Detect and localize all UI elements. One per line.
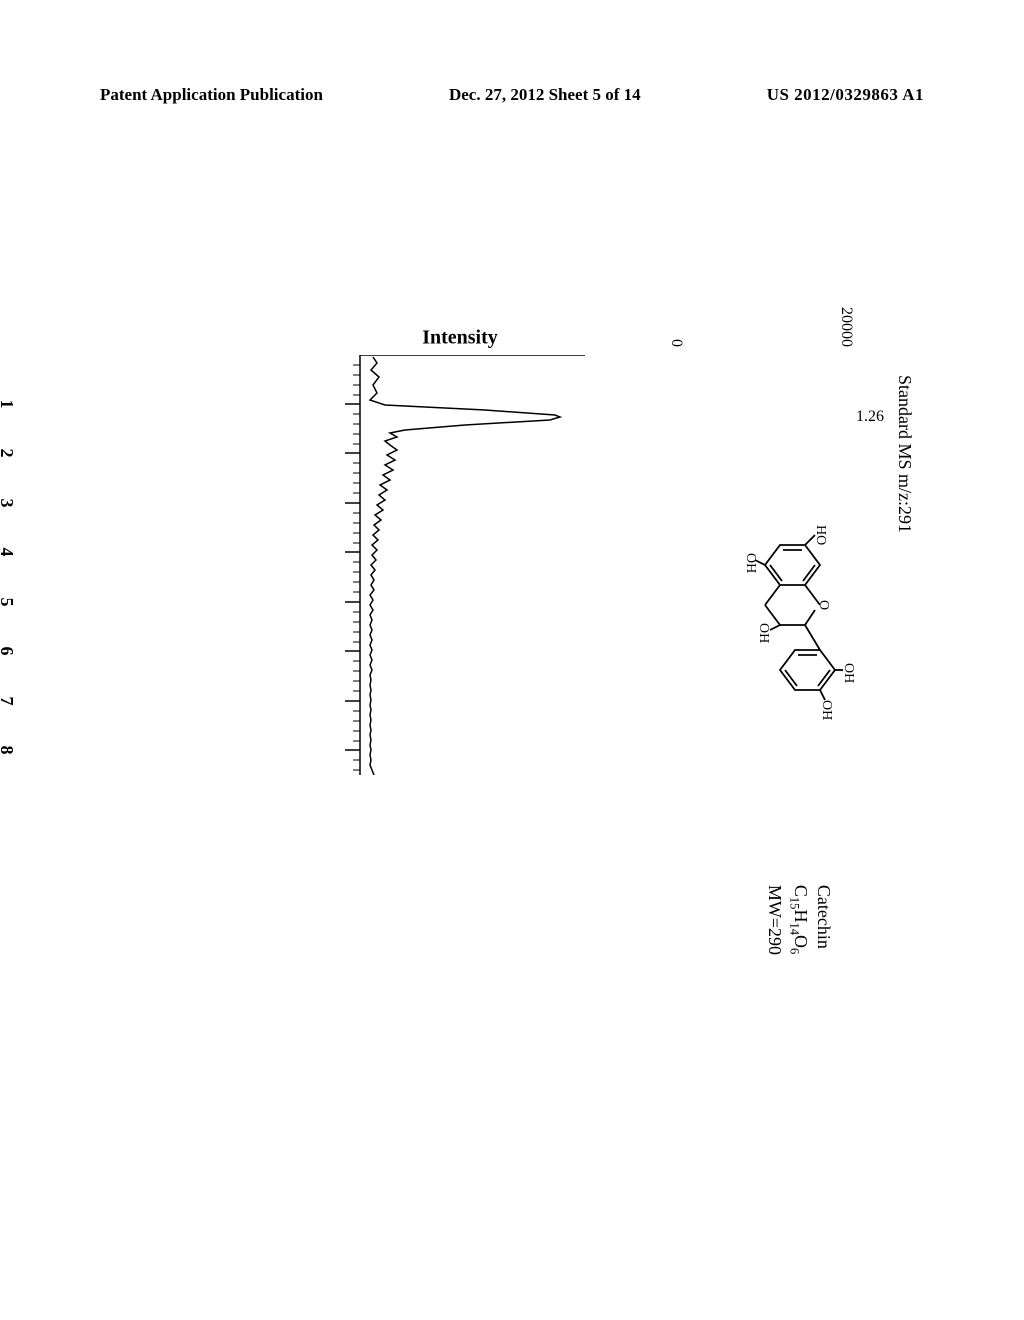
x-tick-7: 7 <box>0 697 17 706</box>
x-tick-1: 1 <box>0 400 17 409</box>
page-header: Patent Application Publication Dec. 27, … <box>0 85 1024 105</box>
y-tick-0: 0 <box>667 339 685 347</box>
chromatogram-chart: Standard MS m/z:291 Intensity Retention … <box>35 355 885 775</box>
svg-text:OH: OH <box>819 700 834 720</box>
compound-formula: C15H14O6 <box>786 885 812 955</box>
chart-title: Standard MS m/z:291 <box>894 375 915 533</box>
compound-mw: MW=290 <box>762 885 785 955</box>
svg-text:O: O <box>816 600 831 610</box>
x-tick-6: 6 <box>0 647 17 656</box>
x-tick-8: 8 <box>0 746 17 755</box>
compound-name: Catechin <box>812 885 835 955</box>
y-tick-1: 20000 <box>837 307 855 347</box>
svg-text:OH: OH <box>756 623 771 643</box>
x-tick-3: 3 <box>0 499 17 508</box>
header-right: US 2012/0329863 A1 <box>767 85 924 105</box>
header-left: Patent Application Publication <box>100 85 323 105</box>
x-tick-4: 4 <box>0 548 17 557</box>
svg-text:HO: HO <box>813 525 828 545</box>
x-tick-2: 2 <box>0 449 17 458</box>
catechin-structure: O HO OH OH OH OH <box>695 505 875 775</box>
y-axis-label: Intensity <box>422 326 498 349</box>
chart-plot-area: Standard MS m/z:291 Intensity Retention … <box>35 355 885 775</box>
header-center: Dec. 27, 2012 Sheet 5 of 14 <box>449 85 641 105</box>
svg-text:OH: OH <box>743 553 758 573</box>
svg-text:OH: OH <box>841 663 856 683</box>
x-tick-5: 5 <box>0 598 17 607</box>
compound-info: Catechin C15H14O6 MW=290 <box>762 885 835 955</box>
